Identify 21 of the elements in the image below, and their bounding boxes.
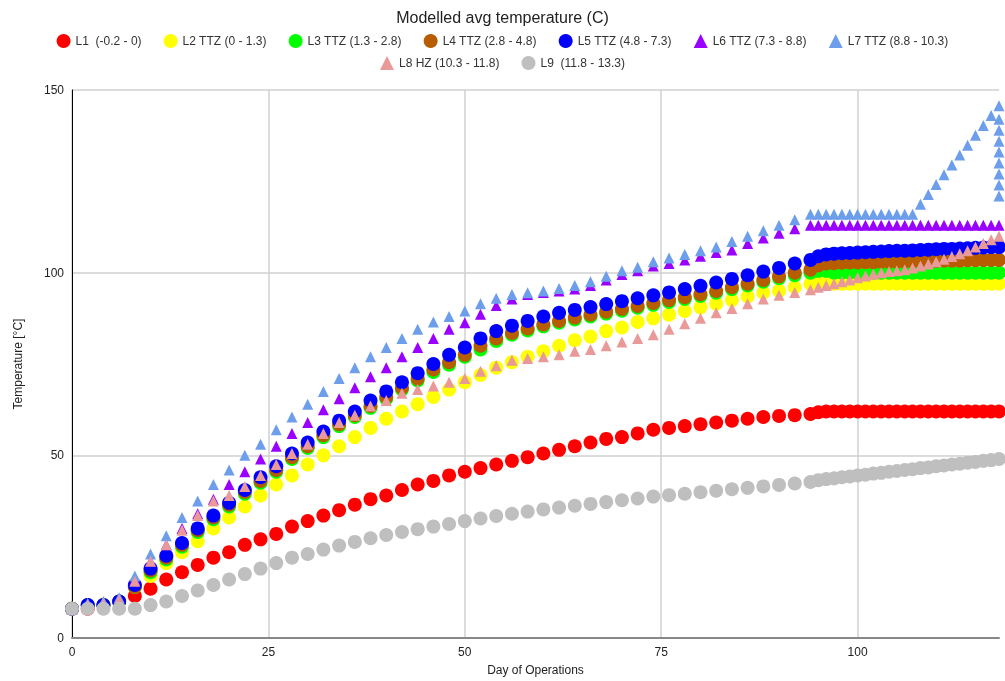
y-tick-label: 150 [43,83,65,97]
x-axis-title: Day of Operations [487,663,584,677]
y-tick-label: 50 [50,448,65,463]
legend-label: L9 (11.8 - 13.3) [540,56,625,70]
x-tick-label: 75 [654,645,669,659]
y-tick-label: 0 [57,631,65,645]
y-axis-title: Temperature [°C] [11,318,25,410]
x-tick-label: 0 [68,645,76,659]
legend-label: L6 TTZ (7.3 - 8.8) [712,34,807,48]
x-tick-label: 25 [261,645,276,659]
chart-title: Modelled avg temperature (C) [396,8,609,26]
legend-label: L3 TTZ (1.3 - 2.8) [307,34,402,48]
legend-label: L5 TTZ (4.8 - 7.3) [577,34,672,48]
legend-label: L8 HZ (10.3 - 11.8) [399,56,500,70]
legend-label: L1 (-0.2 - 0) [75,34,142,48]
legend-label: L4 TTZ (2.8 - 4.8) [442,34,537,48]
x-tick-label: 50 [458,645,472,659]
legend-label: L2 TTZ (0 - 1.3) [182,34,267,48]
x-tick-label: 100 [847,645,868,659]
legend-label: L7 TTZ (8.8 - 10.3) [847,34,949,48]
y-tick-label: 100 [43,265,65,280]
